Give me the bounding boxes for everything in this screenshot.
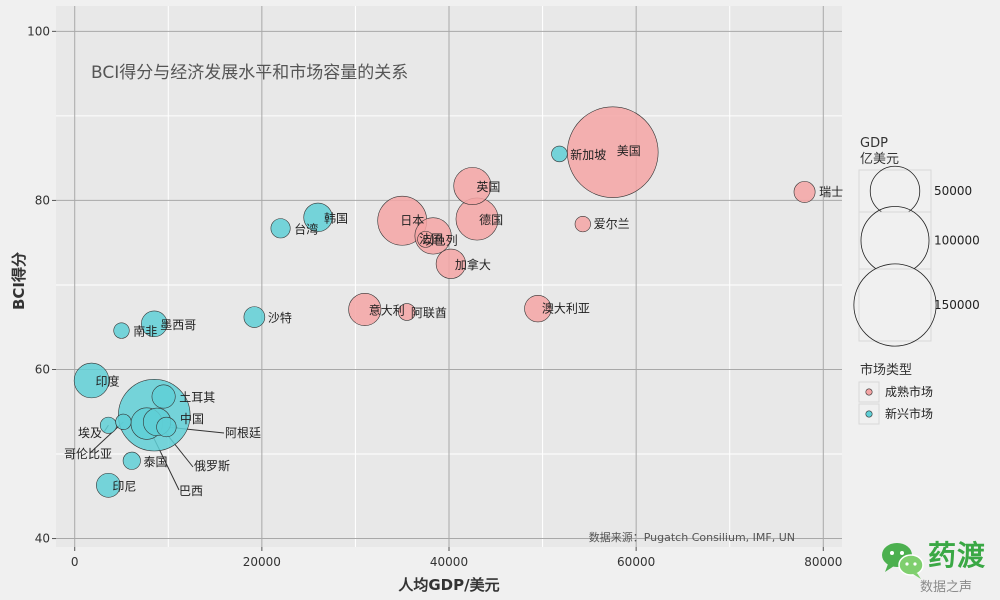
bubble-point [151,384,176,409]
legend-size-label: 50000 [934,184,972,198]
y-axis-title: BCI得分 [10,252,28,310]
x-tick-label: 80000 [804,555,842,569]
y-tick-label: 80 [35,193,50,207]
bubble-point [73,362,110,399]
grid-major [56,6,842,547]
point-label: 哥伦比亚 [64,446,112,461]
legend-size-label: 150000 [934,298,980,312]
bubble-point [398,303,416,321]
legend-size-title-line2: 亿美元 [860,152,899,167]
bubble-point [96,472,121,498]
point-label: 韩国 [324,210,348,225]
legend-size-key [858,211,932,270]
point-label: 英国 [476,180,500,194]
chart-title: BCI得分与经济发展水平和市场容量的关系 [91,63,408,83]
bubble-point [122,451,141,470]
watermark: 药渡 数据之声 [880,534,996,596]
point-label: 瑞士 [819,185,843,199]
y-tick-label: 100 [27,24,50,38]
bubble-point [574,216,591,233]
x-tick-label: 40000 [430,555,468,569]
point-label: 埃及 [78,426,102,440]
bubbles [73,106,816,498]
point-label: 阿根廷 [225,426,261,440]
point-label: 土耳其 [179,391,215,405]
point-label: 澳大利亚 [542,302,590,316]
point-label: 印尼 [112,479,136,493]
point-label: 印度 [96,373,120,388]
legend-color-swatch [865,410,873,418]
bubble-point [243,306,266,328]
y-axis: 40 60 80 100 [27,24,56,546]
point-label: 以色列 [422,233,458,247]
x-tick-label: 0 [71,555,79,569]
bubble-point [303,202,333,232]
point-label: 巴西 [179,484,203,498]
legend-size-key [858,268,932,342]
x-axis: 0 20000 40000 60000 80000 [71,547,842,569]
legend-size-title-line1: GDP [860,136,888,151]
x-axis-title: 人均GDP/美元 [398,576,499,594]
legend-size-label: 100000 [934,234,980,248]
y-tick-label: 60 [35,362,50,376]
legend-color-swatch [865,388,873,396]
point-label: 中国 [180,411,204,426]
point-label: 沙特 [268,310,292,325]
bubble-point [113,322,130,339]
x-tick-label: 60000 [617,555,655,569]
point-label: 新加坡 [570,147,606,162]
legend-size-key [858,169,932,213]
point-label: 爱尔兰 [594,216,630,231]
bubble-point [551,145,568,163]
wechat-icon [882,543,924,579]
point-label: 台湾 [294,221,318,236]
watermark-brand: 药渡 [928,539,987,572]
point-label: 意大利 [369,302,405,317]
bubble-point [156,416,177,438]
point-label: 俄罗斯 [194,459,230,473]
bubble-point [348,292,382,326]
bubble-point [99,416,117,434]
bubble-point [435,248,466,279]
source-note: 数据来源：Pugatch Consilium, IMF, UN [589,530,795,544]
point-label: 墨西哥 [160,318,196,332]
bubble-point [115,413,132,430]
watermark-tagline: 数据之声 [920,580,973,595]
point-label: 德国 [479,212,503,227]
bubble-point [453,167,492,206]
point-label: 泰国 [144,455,168,469]
y-tick-label: 40 [35,532,50,546]
legend-color-label: 成熟市场 [885,384,933,399]
point-label: 法国 [419,232,443,246]
bubble-point [141,310,168,338]
bubble-point [417,230,434,248]
legend-color-title: 市场类型 [860,362,912,378]
x-tick-label: 20000 [243,555,281,569]
legend-color-label: 新兴市场 [885,406,933,421]
point-label: 美国 [617,144,641,158]
point-label: 南非 [133,324,157,339]
point-label: 日本 [400,214,424,228]
point-label: 阿联酋 [411,305,447,320]
point-label: 加拿大 [455,257,491,272]
legend-size-circle [853,263,937,347]
legend-size: GDP 亿美元 50000 100000 150000 [853,136,980,347]
bubble-point [524,294,552,323]
bubble-point [793,181,816,203]
bubble-point [270,218,291,239]
